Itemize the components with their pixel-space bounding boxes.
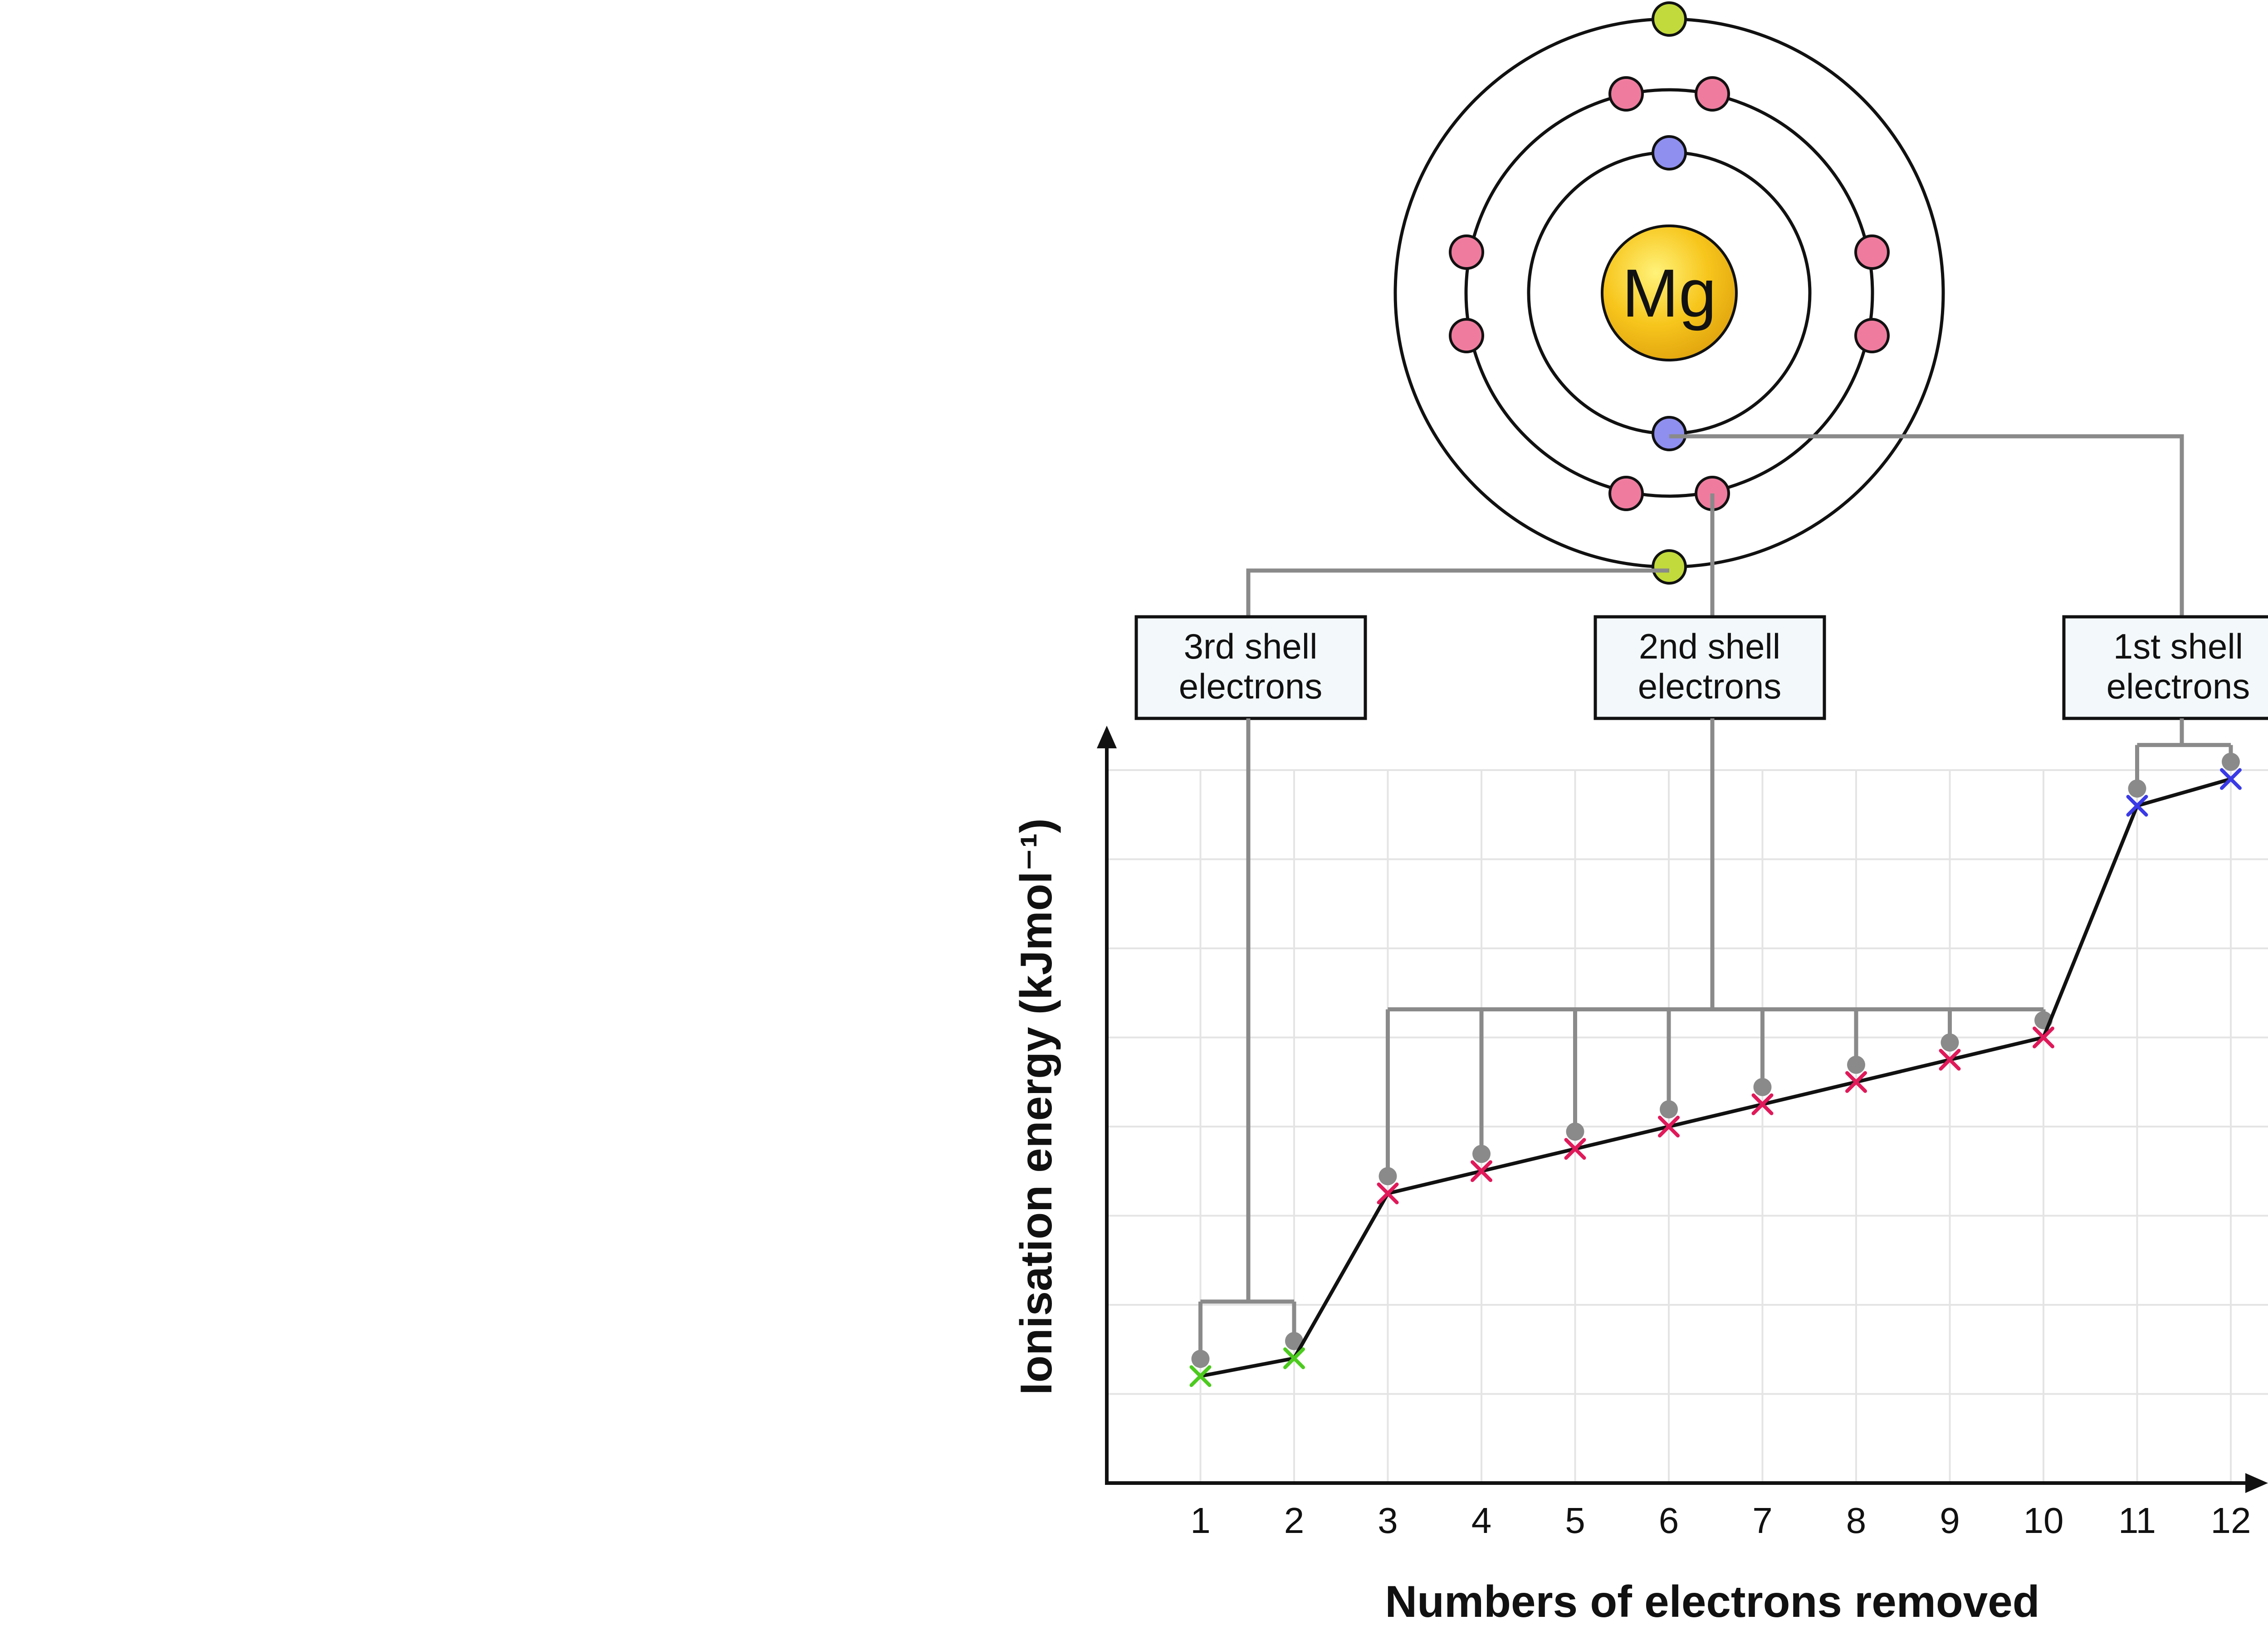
label-1st-shell-line1: 1st shell (2113, 626, 2243, 666)
x-tick-label: 5 (1565, 1500, 1585, 1541)
marker-stroke (1939, 1049, 1961, 1071)
data-point-marker (1471, 1160, 1492, 1182)
label-box-2nd-shell: 2nd shell electrons (1593, 615, 1826, 720)
chart-grid (1107, 769, 2268, 1483)
data-point-marker (1377, 1182, 1399, 1205)
electron-shell-1 (1652, 416, 1687, 451)
data-point-marker (1564, 1138, 1586, 1160)
electron-shell-2 (1608, 76, 1644, 112)
data-point-marker (1189, 1365, 1212, 1387)
data-point-marker (1283, 1347, 1305, 1369)
bracket-drop-end (1660, 1100, 1678, 1118)
electron-shell-2 (1854, 318, 1890, 353)
bracket-drop-end (2128, 779, 2146, 798)
shell-group-brackets (1191, 718, 2240, 1368)
data-point-marker (1751, 1093, 1774, 1115)
bracket-drop-end (1285, 1332, 1303, 1350)
ionisation-energy-line (1200, 777, 2232, 1378)
bracket-drop-end (1941, 1033, 1959, 1052)
data-points (1189, 768, 2242, 1387)
marker-stroke (1564, 1138, 1586, 1160)
bracket-drop-end (1191, 1350, 1210, 1368)
label-3rd-shell-line2: electrons (1179, 666, 1323, 706)
x-axis-arrow (2245, 1473, 2268, 1493)
data-point-marker (1845, 1071, 1867, 1093)
bracket-drop-end (1753, 1078, 1772, 1096)
electron-shell-2 (1449, 234, 1484, 270)
label-box-3rd-shell: 3rd shell electrons (1134, 615, 1367, 720)
bracket-drop-end (2222, 752, 2240, 771)
electron-shell-2 (1449, 318, 1484, 353)
marker-stroke (1658, 1116, 1680, 1137)
x-tick-label: 9 (1940, 1500, 1960, 1541)
marker-stroke (1283, 1347, 1305, 1369)
electron-shell-3 (1652, 1, 1687, 37)
x-tick-label: 7 (1752, 1500, 1773, 1541)
data-point-marker (2220, 768, 2242, 790)
x-tick-label: 6 (1659, 1500, 1679, 1541)
label-box-1st-shell: 1st shell electrons (2062, 615, 2268, 720)
marker-stroke (1751, 1093, 1774, 1115)
atom-to-label-connectors (1246, 434, 2184, 617)
marker-stroke (2220, 768, 2242, 790)
marker-stroke (2126, 795, 2148, 817)
data-point-marker (2126, 795, 2148, 817)
electron-shell-2 (1854, 234, 1890, 270)
connector-3rd-shell (1246, 568, 1669, 617)
marker-stroke (1189, 1365, 1212, 1387)
marker-stroke (1377, 1182, 1399, 1205)
x-tick-label: 12 (2211, 1500, 2251, 1541)
data-point-marker (2033, 1026, 2054, 1049)
data-point-marker (1658, 1116, 1680, 1137)
marker-stroke (2033, 1026, 2054, 1049)
x-tick-label: 11 (2118, 1500, 2156, 1541)
bracket-drop-end (1472, 1145, 1491, 1163)
bracket-drop-end (1847, 1055, 1865, 1074)
data-point-marker (1939, 1049, 1961, 1071)
x-axis-title: Numbers of electrons removed (1385, 1576, 2039, 1626)
bracket-drop-end (1378, 1167, 1397, 1186)
shell-2-orbit (1464, 88, 1874, 498)
y-axis-title: Ionisation energy (kJmol⁻¹) (1011, 818, 1061, 1395)
marker-stroke (1471, 1160, 1492, 1182)
x-tick-label: 10 (2024, 1500, 2064, 1541)
electron-shell-2 (1608, 476, 1644, 511)
chart-axes (1097, 726, 2268, 1493)
x-tick-label: 8 (1846, 1500, 1867, 1541)
nucleus-label: Mg (1622, 255, 1716, 331)
electron-shell-2 (1695, 76, 1730, 112)
electron-shell-3 (1652, 549, 1687, 585)
x-tick-labels: 1 2 3 4 5 6 7 8 9 10 11 12 (1190, 1500, 2251, 1541)
label-2nd-shell-line2: electrons (1638, 666, 1782, 706)
label-2nd-shell-line1: 2nd shell (1639, 626, 1780, 666)
bracket-drop-end (1566, 1122, 1584, 1141)
marker-stroke (1845, 1071, 1867, 1093)
x-tick-label: 3 (1378, 1500, 1398, 1541)
x-tick-label: 2 (1284, 1500, 1305, 1541)
label-3rd-shell-line1: 3rd shell (1184, 626, 1318, 666)
nucleus (1601, 224, 1738, 361)
x-tick-label: 1 (1190, 1500, 1211, 1541)
x-tick-label: 4 (1471, 1500, 1492, 1541)
electron-shell-1 (1652, 135, 1687, 171)
series-line (1200, 777, 2232, 1378)
label-1st-shell-line2: electrons (2107, 666, 2250, 706)
connector-1st-shell (1669, 434, 2184, 617)
magnesium-atom-diagram: Mg (1393, 1, 1945, 585)
y-axis-arrow (1097, 726, 1117, 748)
